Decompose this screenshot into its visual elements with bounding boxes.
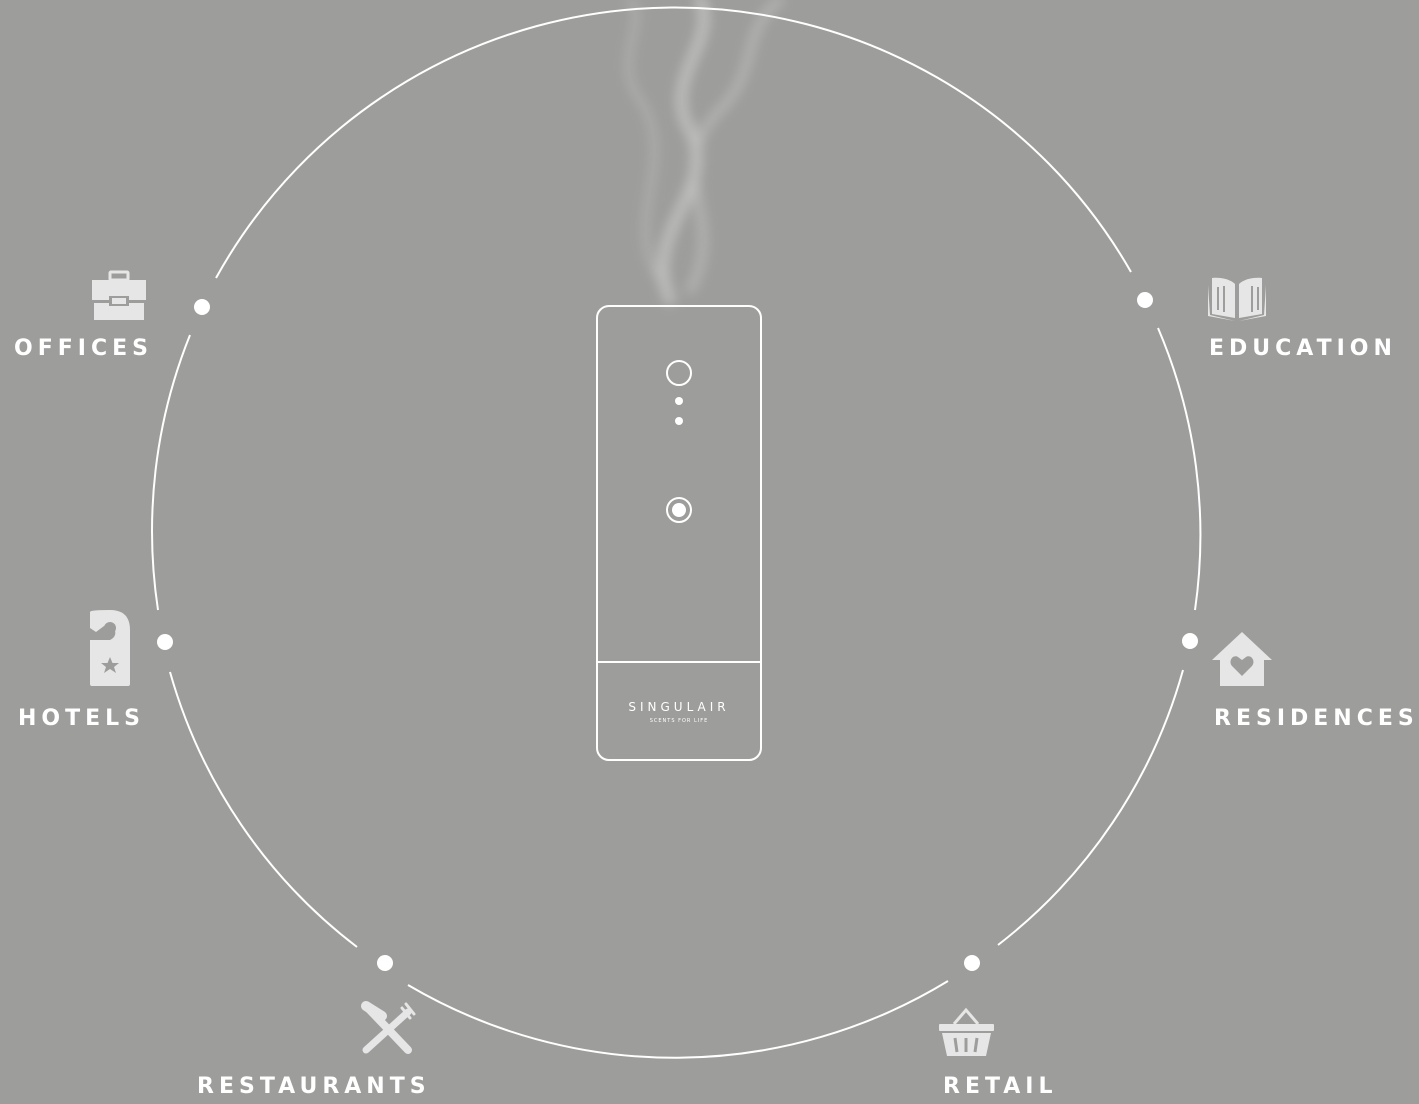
node-education[interactable]	[1137, 292, 1153, 308]
device-button-inner	[672, 503, 686, 517]
node-offices[interactable]	[194, 299, 210, 315]
sector-label-education[interactable]: EDUCATION	[1209, 336, 1397, 361]
shopping-basket-icon	[939, 1007, 994, 1056]
open-book-icon	[1208, 277, 1266, 321]
device-dot-1	[675, 397, 683, 405]
node-retail[interactable]	[964, 955, 980, 971]
node-residences[interactable]	[1182, 633, 1198, 649]
house-heart-icon	[1212, 632, 1272, 686]
device-button-outer	[666, 497, 692, 523]
smoke-plume	[625, 0, 784, 305]
sector-ring	[151, 6, 1202, 1059]
sector-label-hotels[interactable]: HOTELS	[18, 706, 146, 731]
sector-label-offices[interactable]: OFFICES	[14, 336, 153, 361]
device-tagline: SCENTS FOR LIFE	[650, 718, 709, 724]
sector-label-retail[interactable]: RETAIL	[943, 1074, 1058, 1099]
sector-label-restaurants[interactable]: RESTAURANTS	[197, 1074, 431, 1099]
diffuser-device	[596, 305, 762, 761]
sector-label-residences[interactable]: RESIDENCES	[1214, 706, 1419, 731]
briefcase-icon	[92, 270, 146, 320]
node-hotels[interactable]	[157, 634, 173, 650]
device-dot-2	[675, 417, 683, 425]
door-hanger-icon	[90, 610, 130, 686]
node-restaurants[interactable]	[377, 955, 393, 971]
device-brand: SINGULAIR	[628, 700, 729, 714]
device-ring-indicator	[666, 360, 692, 386]
fork-knife-icon	[361, 1001, 416, 1054]
